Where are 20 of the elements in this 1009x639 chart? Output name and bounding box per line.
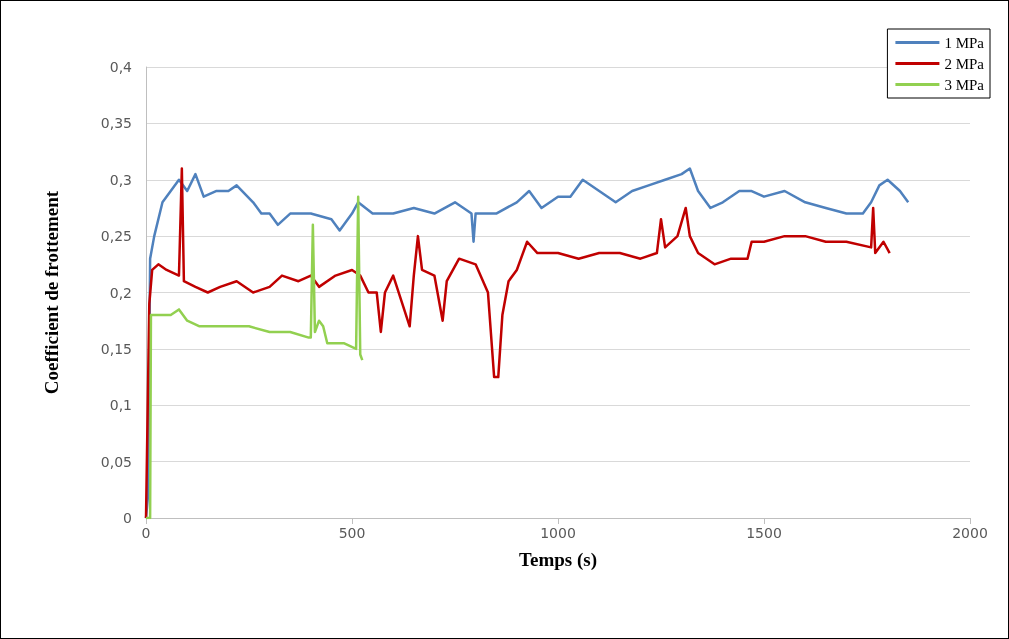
y-tick-label: 0,3 bbox=[109, 171, 132, 188]
legend-label: 2 MPa bbox=[944, 55, 985, 72]
x-tick-label: 0 bbox=[141, 525, 151, 541]
legend-label: 3 MPa bbox=[944, 76, 985, 93]
x-tick-label: 2000 bbox=[952, 525, 988, 541]
x-tick-label: 500 bbox=[338, 525, 366, 541]
x-tick-label: 1500 bbox=[746, 525, 782, 541]
y-tick-label: 0,4 bbox=[109, 59, 133, 75]
line-series bbox=[144, 195, 364, 520]
y-tick-label: 0,2 bbox=[109, 284, 132, 301]
y-tick-label: 0,15 bbox=[100, 340, 132, 357]
x-tick-label: 1000 bbox=[540, 525, 576, 541]
y-tick-label: 0,05 bbox=[100, 453, 132, 470]
legend-label: 1 MPa bbox=[944, 34, 985, 51]
y-tick-label: 0,35 bbox=[100, 115, 132, 132]
y-tick-label: 0,25 bbox=[100, 228, 132, 245]
y-axis-title: Coefficient de frottement bbox=[41, 190, 62, 395]
y-tick-label: 0,1 bbox=[109, 397, 132, 414]
x-axis-title: Temps (s) bbox=[519, 549, 597, 571]
y-tick-label: 0 bbox=[123, 510, 132, 526]
